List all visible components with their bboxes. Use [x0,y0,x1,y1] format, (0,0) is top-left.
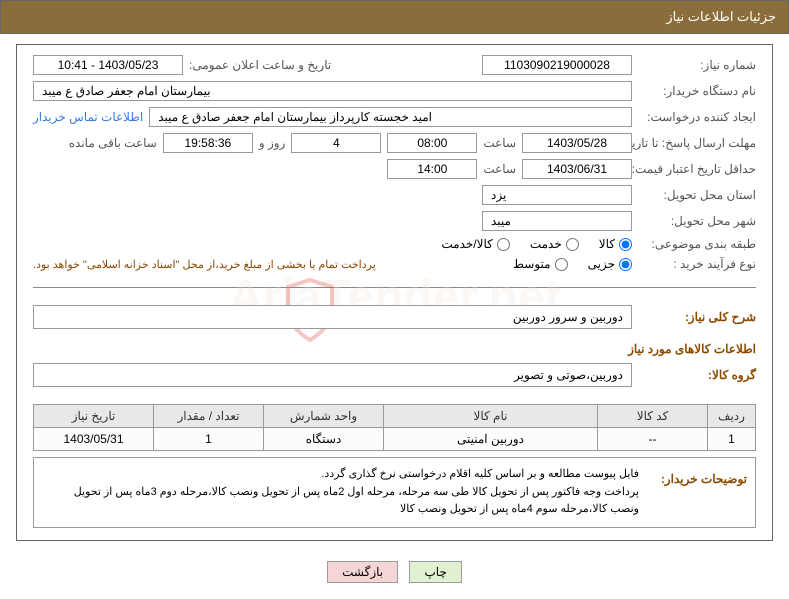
time-label-2: ساعت [483,162,516,176]
radio-service-label: خدمت [530,237,562,251]
goods-table: ردیف کد کالا نام کالا واحد شمارش تعداد /… [33,404,756,451]
row-deadline: مهلت ارسال پاسخ: تا تاریخ: 1403/05/28 سا… [33,133,756,153]
td-row: 1 [708,428,756,451]
row-validity: حداقل تاریخ اعتبار قیمت: تا تاریخ: 1403/… [33,159,756,179]
payment-note: پرداخت تمام یا بخشی از مبلغ خرید،از محل … [33,258,376,271]
radio-goods-service-input[interactable] [497,238,510,251]
form-section-overview: شرح کلی نیاز: دوربین و سرور دوربین اطلاع… [17,294,772,398]
overall-label: شرح کلی نیاز: [638,304,756,330]
print-button[interactable]: چاپ [409,561,461,583]
radio-goods-label: کالا [599,237,615,251]
validity-date-value: 1403/06/31 [522,159,632,179]
purchase-type-radio-group: جزیی متوسط [513,257,632,271]
goods-info-label: اطلاعات کالاهای مورد نیاز [33,336,756,362]
request-no-value: 1103090219000028 [482,55,632,75]
table-header-row: ردیف کد کالا نام کالا واحد شمارش تعداد /… [34,405,756,428]
buyer-org-value: بیمارستان امام جعفر صادق ع میبد [33,81,632,101]
td-name: دوربین امنیتی [384,428,598,451]
page-header: جزئیات اطلاعات نیاز [0,0,789,34]
remarks-text: فایل پیوست مطالعه و بر اساس کلیه اقلام د… [42,466,639,519]
th-qty: تعداد / مقدار [154,405,264,428]
radio-partial[interactable]: جزیی [588,257,632,271]
radio-goods-service[interactable]: کالا/خدمت [441,237,509,251]
time-label-1: ساعت [483,136,516,150]
th-code: کد کالا [598,405,708,428]
th-unit: واحد شمارش [264,405,384,428]
page-title: جزئیات اطلاعات نیاز [666,9,776,24]
city-value: میبد [482,211,632,231]
radio-medium-input[interactable] [555,258,568,271]
remarks-box: توضیحات خریدار: فایل پیوست مطالعه و بر ا… [33,457,756,528]
td-unit: دستگاه [264,428,384,451]
form-section-top: شماره نیاز: 1103090219000028 تاریخ و ساع… [17,45,772,281]
remaining-label: ساعت باقی مانده [69,136,157,150]
back-button[interactable]: بازگشت [327,561,398,583]
divider-1 [33,287,756,288]
deadline-label: مهلت ارسال پاسخ: تا تاریخ: [638,136,756,150]
public-date-label: تاریخ و ساعت اعلان عمومی: [189,58,331,72]
radio-medium[interactable]: متوسط [513,257,568,271]
requester-label: ایجاد کننده درخواست: [638,110,756,124]
contact-link[interactable]: اطلاعات تماس خریدار [33,110,143,124]
row-buyer-org: نام دستگاه خریدار: بیمارستان امام جعفر ص… [33,81,756,101]
overall-text: دوربین و سرور دوربین [33,305,632,329]
province-label: استان محل تحویل: [638,188,756,202]
td-code: -- [598,428,708,451]
goods-group-text: دوربین،صوتی و تصویر [33,363,632,387]
row-category: طبقه بندی موضوعی: کالا خدمت کالا/خدمت [33,237,756,251]
province-value: یزد [482,185,632,205]
countdown-value: 19:58:36 [163,133,253,153]
days-suffix: روز و [259,136,286,150]
radio-partial-input[interactable] [619,258,632,271]
deadline-date-value: 1403/05/28 [522,133,632,153]
validity-time-value: 14:00 [387,159,477,179]
table-row: 1 -- دوربین امنیتی دستگاه 1 1403/05/31 [34,428,756,451]
requester-value: امید خجسته کارپرداز بیمارستان امام جعفر … [149,107,632,127]
row-province: استان محل تحویل: یزد [33,185,756,205]
deadline-time-value: 08:00 [387,133,477,153]
row-request-no: شماره نیاز: 1103090219000028 تاریخ و ساع… [33,55,756,75]
radio-goods-input[interactable] [619,238,632,251]
city-label: شهر محل تحویل: [638,214,756,228]
remarks-line1: فایل پیوست مطالعه و بر اساس کلیه اقلام د… [42,466,639,484]
button-bar: چاپ بازگشت [0,551,789,599]
row-goods-group: گروه کالا: دوربین،صوتی و تصویر [33,362,756,388]
request-no-label: شماره نیاز: [638,58,756,72]
category-radio-group: کالا خدمت کالا/خدمت [441,237,632,251]
buyer-org-label: نام دستگاه خریدار: [638,84,756,98]
goods-group-label: گروه کالا: [638,362,756,388]
days-count-value: 4 [291,133,381,153]
row-overall: شرح کلی نیاز: دوربین و سرور دوربین [33,304,756,330]
th-date: تاریخ نیاز [34,405,154,428]
remarks-line2: پرداخت وجه فاکتور پس از تحویل کالا طی سه… [42,484,639,519]
row-requester: ایجاد کننده درخواست: امید خجسته کارپرداز… [33,107,756,127]
radio-service-input[interactable] [566,238,579,251]
purchase-type-label: نوع فرآیند خرید : [638,257,756,271]
radio-goods[interactable]: کالا [599,237,632,251]
radio-partial-label: جزیی [588,257,615,271]
remarks-label: توضیحات خریدار: [647,466,747,492]
td-qty: 1 [154,428,264,451]
td-date: 1403/05/31 [34,428,154,451]
th-name: نام کالا [384,405,598,428]
radio-service[interactable]: خدمت [530,237,579,251]
th-row: ردیف [708,405,756,428]
radio-medium-label: متوسط [513,257,551,271]
public-date-value: 1403/05/23 - 10:41 [33,55,183,75]
radio-goods-service-label: کالا/خدمت [441,237,492,251]
main-container: شماره نیاز: 1103090219000028 تاریخ و ساع… [16,44,773,541]
validity-label: حداقل تاریخ اعتبار قیمت: تا تاریخ: [638,162,756,176]
row-city: شهر محل تحویل: میبد [33,211,756,231]
row-purchase-type: نوع فرآیند خرید : جزیی متوسط پرداخت تمام… [33,257,756,271]
category-label: طبقه بندی موضوعی: [638,237,756,251]
